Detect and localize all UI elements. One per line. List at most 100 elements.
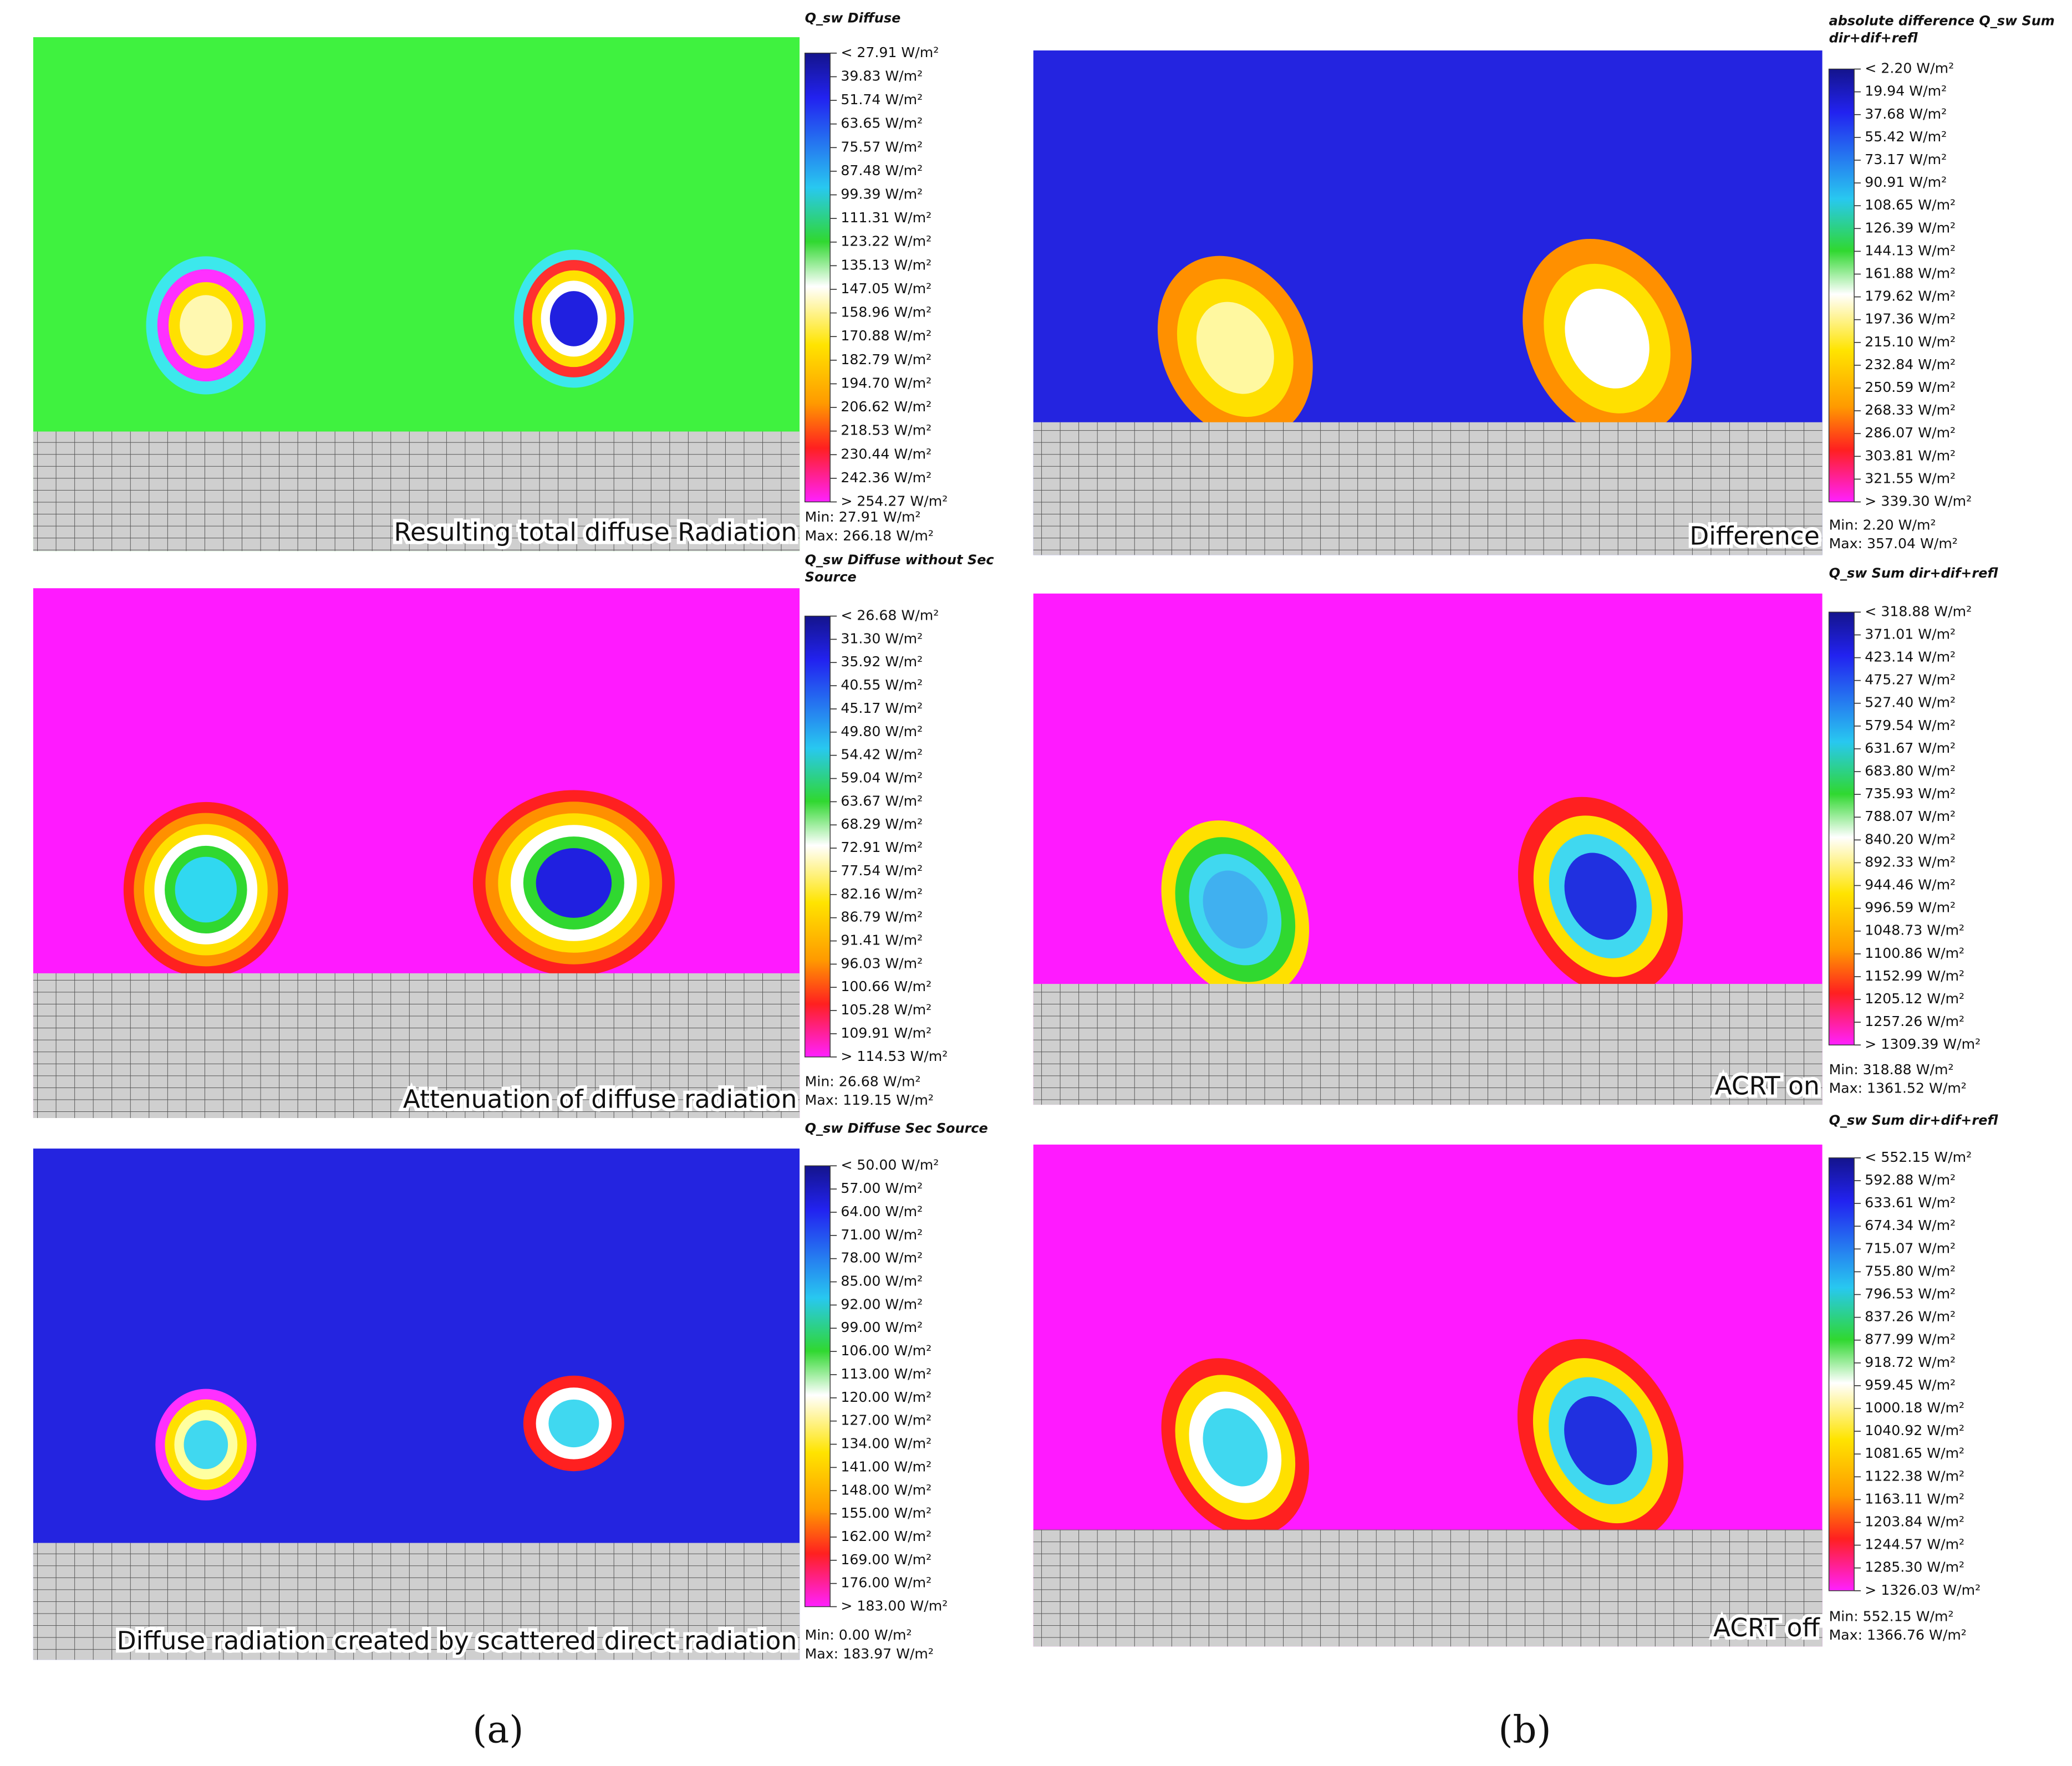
legend-max: Max: 357.04 W/m² [1829, 535, 1958, 552]
legend-label: 735.93 W/m² [1865, 785, 1956, 802]
legend-label: 106.00 W/m² [841, 1343, 931, 1359]
legend-label: 40.55 W/m² [841, 677, 923, 693]
legend-label: 179.62 W/m² [1865, 288, 1956, 304]
legend-label: 218.53 W/m² [841, 422, 931, 438]
legend-label: 206.62 W/m² [841, 399, 931, 415]
legend-label: 1152.99 W/m² [1865, 968, 1964, 984]
legend-label: 108.65 W/m² [1865, 197, 1956, 213]
panel: Diffuse radiation created by scattered d… [33, 1122, 988, 1662]
legend-label: 113.00 W/m² [841, 1366, 931, 1382]
panel-caption: Difference [1689, 522, 1820, 551]
legend-title: Q_sw Sum dir+dif+refl [1829, 566, 1998, 582]
legend-label: < 2.20 W/m² [1865, 60, 1954, 76]
legend-label: 755.80 W/m² [1865, 1263, 1956, 1279]
ground-grid [33, 973, 800, 1119]
legend-label: 68.29 W/m² [841, 816, 923, 832]
legend-label: 232.84 W/m² [1865, 356, 1956, 372]
panel-caption: Resulting total diffuse Radiation [394, 517, 797, 547]
legend-label: 87.48 W/m² [841, 162, 923, 178]
legend-label: 31.30 W/m² [841, 630, 923, 646]
panel: Attenuation of diffuse radiation Q_sw Dif… [33, 553, 994, 1119]
legend-label: 49.80 W/m² [841, 723, 923, 739]
ground-grid [33, 1543, 800, 1660]
legend-label: 19.94 W/m² [1865, 83, 1947, 99]
legend-label: 91.41 W/m² [841, 932, 923, 948]
legend-title-box: absolute difference Q_sw Sum dir+dif+ref… [1829, 14, 2055, 46]
legend-label: 944.46 W/m² [1865, 877, 1956, 893]
legend-label: 120.00 W/m² [841, 1389, 931, 1405]
legend-label: 96.03 W/m² [841, 955, 923, 971]
vegetation-blob [1203, 870, 1268, 949]
legend-label: 959.45 W/m² [1865, 1377, 1956, 1393]
legend-title: Q_sw Diffuse without Sec Source [805, 553, 994, 586]
legend-label: > 183.00 W/m² [841, 1598, 948, 1614]
color-bar [1828, 68, 1855, 503]
legend-label: 592.88 W/m² [1865, 1172, 1956, 1188]
legend-label: 141.00 W/m² [841, 1458, 931, 1474]
vegetation-blob [548, 1399, 599, 1448]
ground-grid [1033, 422, 1822, 555]
legend-label: 996.59 W/m² [1865, 900, 1956, 916]
legend-label: 144.13 W/m² [1865, 242, 1956, 258]
legend-label: 1081.65 W/m² [1865, 1445, 1964, 1461]
legend-max: Max: 266.18 W/m² [805, 528, 934, 544]
legend-min: Min: 0.00 W/m² [805, 1627, 912, 1643]
ground-grid [1033, 1529, 1822, 1647]
vegetation-blob [536, 848, 612, 918]
legend-label: > 339.30 W/m² [1865, 493, 1972, 509]
color-bar [804, 615, 831, 1058]
legend-label: < 27.91 W/m² [841, 44, 939, 60]
legend-label: 877.99 W/m² [1865, 1331, 1956, 1348]
legend-label: 837.26 W/m² [1865, 1309, 1956, 1325]
legend-label: 155.00 W/m² [841, 1505, 931, 1521]
legend-title-box: Q_sw Sum dir+dif+refl [1829, 1114, 1998, 1129]
legend-label: 123.22 W/m² [841, 233, 931, 249]
legend-label: 1122.38 W/m² [1865, 1468, 1964, 1484]
legend-label: 268.33 W/m² [1865, 402, 1956, 418]
legend-label: 579.54 W/m² [1865, 717, 1956, 733]
legend-label: 182.79 W/m² [841, 351, 931, 368]
legend-label: 1100.86 W/m² [1865, 945, 1964, 961]
color-bar [1828, 611, 1855, 1045]
legend-min: Min: 27.91 W/m² [805, 509, 921, 525]
panel: ACRT on Q_sw Sum dir+dif+refl < 318.88 W/m… [1033, 566, 1998, 1105]
legend-label: < 318.88 W/m² [1865, 603, 1972, 619]
ground-grid [1033, 984, 1822, 1105]
legend-min: Min: 26.68 W/m² [805, 1073, 921, 1089]
panel-caption: ACRT off [1713, 1613, 1820, 1642]
panel: ACRT off Q_sw Sum dir+dif+refl < 552.15 W/… [1033, 1114, 1998, 1647]
legend-label: 250.59 W/m² [1865, 379, 1956, 395]
legend-label: 109.91 W/m² [841, 1025, 931, 1041]
legend-label: < 552.15 W/m² [1865, 1149, 1972, 1165]
legend-title: Q_sw Sum dir+dif+refl [1829, 1114, 1998, 1129]
legend-label: 170.88 W/m² [841, 328, 931, 344]
legend-label: 286.07 W/m² [1865, 425, 1956, 441]
legend-label: 1257.26 W/m² [1865, 1013, 1964, 1029]
legend-label: 796.53 W/m² [1865, 1285, 1956, 1301]
legend-label: 169.00 W/m² [841, 1551, 931, 1568]
vegetation-blob [1564, 853, 1637, 940]
legend-label: 527.40 W/m² [1865, 695, 1956, 711]
legend-label: 135.13 W/m² [841, 257, 931, 273]
color-bar [804, 1165, 831, 1607]
legend-label: 215.10 W/m² [1865, 334, 1956, 350]
legend-label: 1244.57 W/m² [1865, 1537, 1964, 1553]
vegetation-blob [549, 291, 598, 346]
legend-label: 1163.11 W/m² [1865, 1491, 1964, 1507]
panel: Difference absolute difference Q_sw Sum d… [1033, 14, 2055, 555]
legend-title-box: Q_sw Sum dir+dif+refl [1829, 566, 1998, 582]
legend-label: 59.04 W/m² [841, 770, 923, 786]
legend-label: 788.07 W/m² [1865, 808, 1956, 824]
legend-label: 72.91 W/m² [841, 839, 923, 855]
legend-title: Q_sw Diffuse Sec Source [805, 1122, 988, 1137]
legend-min: Min: 552.15 W/m² [1829, 1609, 1954, 1625]
legend-label: 158.96 W/m² [841, 304, 931, 320]
legend-label: 631.67 W/m² [1865, 740, 1956, 756]
legend-label: > 114.53 W/m² [841, 1048, 948, 1064]
legend-label: 918.72 W/m² [1865, 1354, 1956, 1370]
legend-label: 1203.84 W/m² [1865, 1513, 1964, 1529]
legend-label: 51.74 W/m² [841, 91, 923, 108]
legend-title-box: Q_sw Diffuse [805, 12, 901, 27]
legend-label: 1048.73 W/m² [1865, 922, 1964, 938]
